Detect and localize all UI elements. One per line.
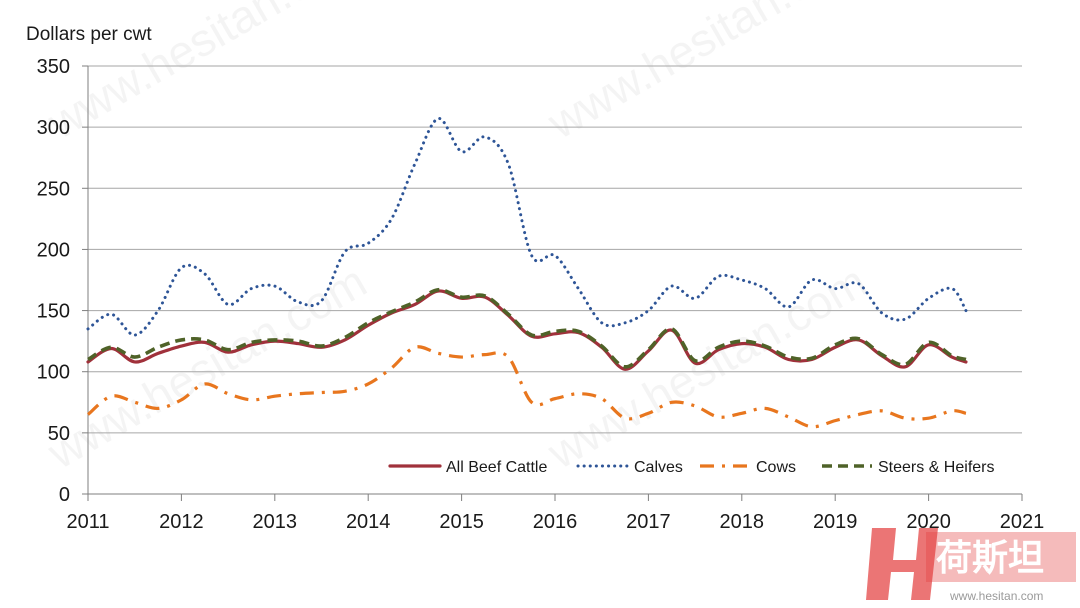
series-line-cows bbox=[86, 345, 967, 429]
axes: 0 50 100 150 200 250 300 350 2011 2012 2013 2014 201… bbox=[37, 56, 1045, 533]
y-tick-label: 350 bbox=[37, 56, 70, 78]
y-tick-label: 300 bbox=[37, 117, 70, 139]
legend: All Beef Cattle Calves Cows Steers & Heifer… bbox=[388, 459, 994, 476]
x-tick-label: 2018 bbox=[720, 511, 765, 533]
y-tick-label: 50 bbox=[48, 423, 70, 445]
y-tick-label: 250 bbox=[37, 178, 70, 200]
x-tick-label: 2021 bbox=[1000, 511, 1045, 533]
legend-label-all-beef-cattle: All Beef Cattle bbox=[446, 459, 547, 476]
y-tick-label: 150 bbox=[37, 301, 70, 323]
x-tick-label: 2014 bbox=[346, 511, 391, 533]
legend-label-steers-heifers: Steers & Heifers bbox=[878, 459, 994, 476]
legend-label-calves: Calves bbox=[634, 459, 683, 476]
watermark-layer: www.hesitan.com www.hesitan.comwww.hesita… bbox=[38, 0, 875, 479]
x-tick-label: 2019 bbox=[813, 511, 858, 533]
x-tick-label: 2015 bbox=[439, 511, 484, 533]
x-tick-label: 2012 bbox=[159, 511, 204, 533]
legend-label-cows: Cows bbox=[756, 459, 796, 476]
x-tick-label: 2011 bbox=[66, 511, 109, 533]
y-axis-label: Dollars per cwt bbox=[26, 24, 152, 45]
y-tick-label: 0 bbox=[59, 484, 70, 506]
y-tick-label: 100 bbox=[37, 362, 70, 384]
series-lines bbox=[86, 117, 968, 429]
x-tick-label: 2013 bbox=[253, 511, 298, 533]
watermark-text: www.hesitan.com bbox=[38, 255, 375, 479]
series-line-calves bbox=[86, 117, 968, 337]
hesitan-logo: 荷斯坦 www.hesitan.com bbox=[866, 528, 1076, 603]
logo-url-text: www.hesitan.com bbox=[949, 589, 1043, 603]
y-tick-label: 200 bbox=[37, 239, 70, 261]
gridlines bbox=[88, 65, 1022, 434]
x-tick-label: 2017 bbox=[626, 511, 671, 533]
x-tick-label: 2020 bbox=[906, 511, 951, 533]
logo-h-mark bbox=[866, 528, 938, 600]
x-tick-label: 2016 bbox=[533, 511, 578, 533]
logo-box bbox=[926, 532, 1076, 582]
series-line-steers-heifers bbox=[87, 287, 967, 369]
logo-chinese-text: 荷斯坦 bbox=[936, 538, 1044, 579]
